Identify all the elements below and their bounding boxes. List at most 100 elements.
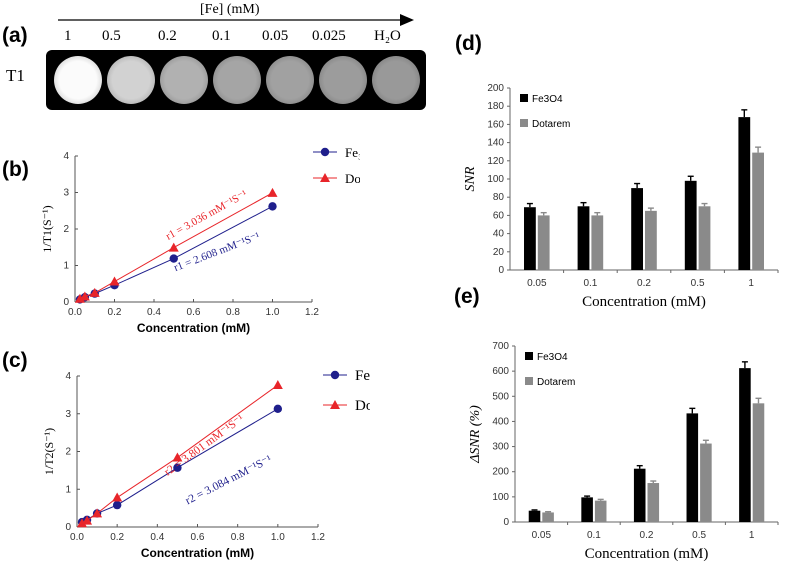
data-point-fe3o4 <box>112 500 122 510</box>
data-point-dotarem <box>267 187 278 197</box>
data-point-fe3o4 <box>169 254 178 263</box>
x-tick-label: 0.2 <box>110 532 124 543</box>
y-tick-label: 100 <box>487 174 504 185</box>
y-tick-label: 200 <box>492 467 509 478</box>
conc-label: 0.1 <box>212 28 231 44</box>
data-point-dotarem <box>172 452 183 462</box>
conc-label: 0.5 <box>102 28 121 44</box>
conc-label: H₂O <box>374 28 401 44</box>
phantom-well <box>54 56 102 104</box>
x-tick-label: 0.2 <box>637 278 651 289</box>
legend-label-fe3o4: Fe3O4 <box>537 352 568 363</box>
x-tick-label: 1.0 <box>271 532 285 543</box>
legend-swatch-fe3o4 <box>520 94 528 102</box>
bar-fe3o4 <box>631 188 643 270</box>
x-tick-label: 0.8 <box>231 532 245 543</box>
bar-dotarem <box>537 215 550 270</box>
y-tick-label: 2 <box>65 447 71 458</box>
phantom-well <box>266 56 314 104</box>
legend-marker-fe3o4 <box>320 147 330 157</box>
phantom-well <box>319 56 367 104</box>
panel-label-d: (d) <box>455 32 482 55</box>
x-tick-label: 0.4 <box>150 532 164 543</box>
y-tick-label: 1 <box>65 484 71 495</box>
x-axis-title: Concentration (mM) <box>137 321 250 335</box>
legend-label-fe3o4: Fe3O4 <box>532 94 563 105</box>
y-tick-label: 0 <box>65 522 71 533</box>
data-point-fe3o4 <box>273 404 283 414</box>
y-tick-label: 300 <box>492 442 509 453</box>
x-tick-label: 0.05 <box>532 530 552 541</box>
x-axis-title: Concentration (mM) <box>582 294 706 310</box>
legend-marker-dotarem <box>320 173 330 182</box>
phantom-well <box>107 56 155 104</box>
slope-annotation-dotarem: r2 = 3.801 mM⁻¹S⁻¹ <box>162 412 246 478</box>
x-tick-label: 0.5 <box>692 530 706 541</box>
concentration-arrow <box>58 14 414 26</box>
y-tick-label: 0 <box>498 265 504 276</box>
bar-dotarem <box>752 152 764 270</box>
y-axis-title: SNR <box>463 166 478 191</box>
bar-fe3o4 <box>528 510 541 522</box>
data-point-dotarem <box>112 492 123 502</box>
legend-marker-fe3o4 <box>330 370 340 380</box>
panel-a: (a) [Fe] (mM) 1 0.5 0.2 0.1 0.05 0.025 H… <box>0 0 430 112</box>
legend-label-dotarem: Dotarem <box>537 377 575 388</box>
x-tick-label: 0.0 <box>70 532 84 543</box>
phantom-wells <box>46 50 426 110</box>
conc-label: 1 <box>64 28 72 44</box>
series-line-fe3o4 <box>79 205 273 300</box>
x-axis-title: Concentration (mM) <box>585 546 709 562</box>
data-point-dotarem <box>82 515 93 525</box>
y-tick-label: 140 <box>487 138 504 149</box>
x-tick-label: 1.0 <box>266 307 280 318</box>
bar-dotarem <box>594 500 607 522</box>
data-point-dotarem <box>168 242 179 252</box>
y-tick-label: 200 <box>487 83 504 94</box>
bar-dotarem <box>645 210 657 270</box>
y-tick-label: 80 <box>493 192 505 203</box>
legend-label-dotarem: Dotarem <box>355 398 370 414</box>
legend-label-dotarem: Dotarem <box>532 119 570 130</box>
x-tick-label: 0.05 <box>527 278 547 289</box>
series-line-dotarem <box>81 384 279 524</box>
bar-fe3o4 <box>738 117 751 270</box>
y-tick-label: 40 <box>493 229 505 240</box>
legend-label-fe3o4: Fe₃O₄ <box>345 145 360 160</box>
phantom-well <box>160 56 208 104</box>
panel-label-e: (e) <box>454 285 480 308</box>
conc-label: 0.2 <box>158 28 177 44</box>
y-tick-label: 4 <box>65 371 71 382</box>
bar-dotarem <box>591 215 604 270</box>
y-tick-label: 3 <box>65 409 71 420</box>
x-tick-label: 0.5 <box>691 278 705 289</box>
y-tick-label: 100 <box>492 492 509 503</box>
x-tick-label: 0.6 <box>187 307 201 318</box>
fe-axis-label: [Fe] (mM) <box>200 2 260 17</box>
bar-fe3o4 <box>739 368 751 522</box>
x-tick-label: 1.2 <box>311 532 325 543</box>
panel-label-b: (b) <box>2 158 29 181</box>
y-axis-title: ΔSNR (%) <box>468 405 483 464</box>
y-tick-label: 0 <box>503 517 509 528</box>
y-tick-label: 160 <box>487 119 504 130</box>
y-tick-label: 600 <box>492 366 509 377</box>
y-axis-title: 1/T1(S⁻¹) <box>40 205 54 252</box>
row-label-t1: T1 <box>6 66 25 85</box>
x-tick-label: 0.1 <box>583 278 597 289</box>
data-point-dotarem <box>92 508 103 518</box>
delta-snr-bar-chart: 0 100 200 300 400 500 600 700 0.05 0.1 0.2 0.5 1 Conc… <box>468 341 779 562</box>
x-tick-label: 0.2 <box>640 530 654 541</box>
x-tick-label: 0.6 <box>191 532 205 543</box>
bar-fe3o4 <box>581 497 593 522</box>
bar-fe3o4 <box>524 207 536 270</box>
y-tick-label: 120 <box>487 156 504 167</box>
y-tick-label: 60 <box>493 210 505 221</box>
relaxivity-t2-chart: 0.0 0.2 0.4 0.6 0.8 1.0 1.2 0 1 2 3 4 Concentration … <box>42 368 370 560</box>
bar-fe3o4 <box>577 206 590 270</box>
bar-fe3o4 <box>684 180 697 270</box>
x-tick-label: 0.8 <box>226 307 240 318</box>
y-tick-label: 400 <box>492 416 509 427</box>
bar-dotarem <box>647 483 660 522</box>
data-point-dotarem <box>89 287 100 297</box>
